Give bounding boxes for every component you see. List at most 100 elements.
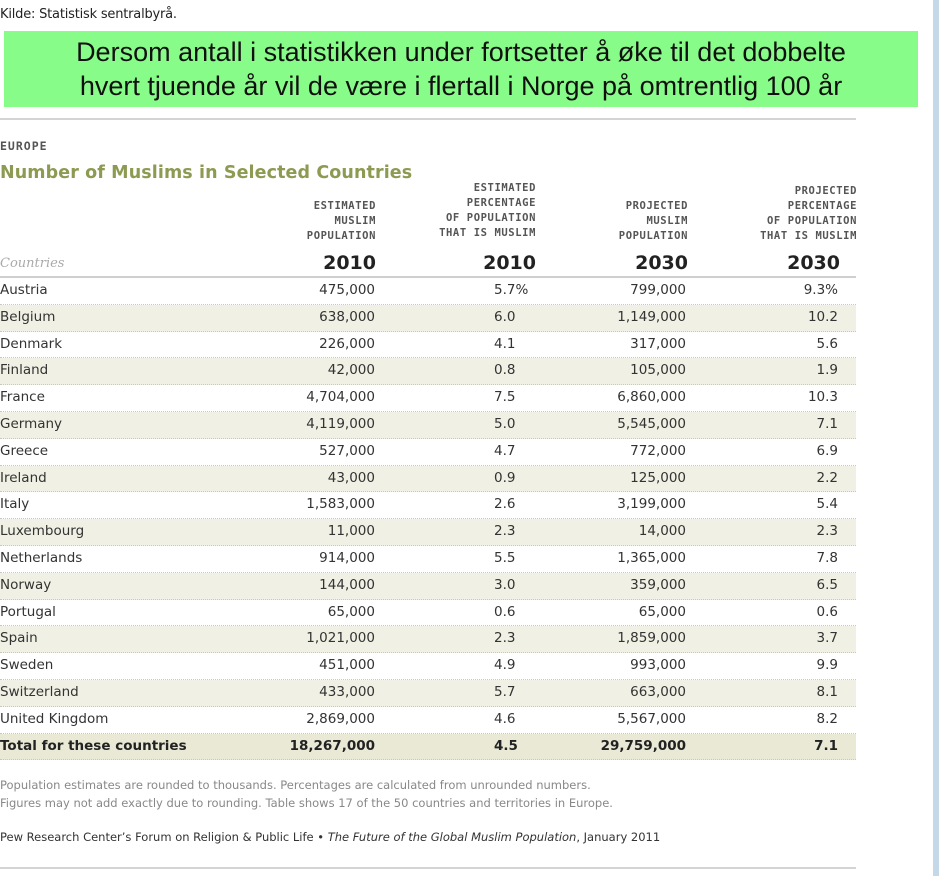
- table-row: Austria 475,000 5.7% 799,000 9.3%: [0, 278, 856, 305]
- pop-2010: 65,000: [327, 603, 375, 620]
- table-row: Italy 1,583,000 2.6 3,199,000 5.4: [0, 492, 856, 520]
- pct-2030: 6.5: [816, 576, 838, 593]
- pop-2030: 1,149,000: [617, 308, 686, 325]
- pop-2030: 772,000: [630, 442, 686, 459]
- source-credit: Pew Research Center’s Forum on Religion …: [0, 830, 660, 844]
- pop-2010: 43,000: [327, 469, 375, 486]
- pop-2030: 3,199,000: [617, 496, 686, 513]
- table-row: Switzerland 433,000 5.7 663,000 8.1: [0, 679, 856, 707]
- country-name: Austria: [0, 282, 48, 298]
- pct-2030: 8.1: [816, 683, 838, 700]
- pct-2010: 5.7%: [494, 282, 529, 298]
- country-name: Portugal: [0, 603, 56, 620]
- pct-2010: 2.3: [494, 523, 516, 540]
- pop-2030: 125,000: [630, 469, 686, 486]
- pct-2010: 5.7: [494, 683, 516, 700]
- pop-2030: 663,000: [630, 683, 686, 700]
- pop-2010: 451,000: [319, 657, 375, 674]
- table-row: Sweden 451,000 4.9 993,000 9.9: [0, 653, 856, 680]
- total-pct-2030: 7.1: [814, 737, 838, 754]
- pop-2030: 65,000: [638, 603, 686, 620]
- credit-publication: The Future of the Global Muslim Populati…: [327, 830, 577, 844]
- table-row: Belgium 638,000 6.0 1,149,000 10.2: [0, 304, 856, 332]
- pop-2010: 1,583,000: [306, 496, 375, 513]
- column-header-pop2030: PROJECTED MUSLIM POPULATION: [618, 200, 688, 242]
- year-header-pct2030: 2030: [787, 252, 840, 274]
- country-name: Italy: [0, 496, 30, 513]
- column-header-pop2010: ESTIMATED MUSLIM POPULATION: [306, 200, 376, 242]
- table-notes: Population estimates are rounded to thou…: [0, 776, 613, 812]
- pct-2010: 3.0: [494, 576, 516, 593]
- table-body: Austria 475,000 5.7% 799,000 9.3% Belgiu…: [0, 278, 856, 761]
- pop-2030: 317,000: [630, 335, 686, 352]
- table-row: Greece 527,000 4.7 772,000 6.9: [0, 439, 856, 466]
- pct-2030: 2.2: [816, 469, 838, 486]
- pop-2010: 527,000: [319, 442, 375, 459]
- pct-2030: 6.9: [816, 442, 838, 459]
- pop-2030: 799,000: [630, 282, 686, 298]
- table-title: Number of Muslims in Selected Countries: [0, 163, 413, 183]
- pop-2010: 2,869,000: [306, 710, 375, 727]
- country-name: France: [0, 389, 45, 406]
- total-pop-2010: 18,267,000: [289, 737, 375, 754]
- pct-2030: 9.9: [816, 657, 838, 674]
- pop-2030: 1,365,000: [617, 549, 686, 566]
- pop-2010: 226,000: [319, 335, 375, 352]
- pop-2010: 11,000: [327, 523, 375, 540]
- total-pct-2010: 4.5: [494, 737, 518, 754]
- column-header-pct2030: PROJECTED PERCENTAGE OF POPULATION THAT …: [760, 185, 857, 242]
- table-row: Denmark 226,000 4.1 317,000 5.6: [0, 332, 856, 359]
- pct-2030: 1.9: [816, 362, 838, 379]
- pop-2030: 5,545,000: [617, 415, 686, 432]
- pop-2030: 5,567,000: [617, 710, 686, 727]
- country-name: Germany: [0, 415, 63, 432]
- pop-2030: 1,859,000: [617, 630, 686, 647]
- pct-2030: 5.4: [816, 496, 838, 513]
- table-row: Luxembourg 11,000 2.3 14,000 2.3: [0, 519, 856, 546]
- country-name: Finland: [0, 362, 49, 379]
- pct-2010: 0.9: [494, 469, 516, 486]
- country-name: Netherlands: [0, 549, 83, 566]
- top-divider: [0, 118, 856, 120]
- country-name: Luxembourg: [0, 523, 85, 540]
- pct-2030: 5.6: [816, 335, 838, 352]
- table-row: France 4,704,000 7.5 6,860,000 10.3: [0, 385, 856, 412]
- pct-2030: 9.3%: [803, 282, 838, 298]
- pop-2030: 14,000: [638, 523, 686, 540]
- country-name: Sweden: [0, 657, 54, 674]
- credit-org: Pew Research Center’s Forum on Religion …: [0, 830, 328, 844]
- total-label: Total for these countries: [0, 737, 187, 754]
- source-line: Kilde: Statistisk sentralbyrå.: [0, 7, 177, 22]
- total-row: Total for these countries 18,267,000 4.5…: [0, 733, 856, 761]
- table-row: Netherlands 914,000 5.5 1,365,000 7.8: [0, 546, 856, 573]
- table-row: Portugal 65,000 0.6 65,000 0.6: [0, 600, 856, 627]
- year-header-pop2030: 2030: [635, 252, 688, 274]
- pct-2030: 0.6: [816, 603, 838, 620]
- country-name: United Kingdom: [0, 710, 109, 727]
- pop-2010: 914,000: [319, 549, 375, 566]
- pct-2010: 2.6: [494, 496, 516, 513]
- pct-2010: 4.6: [494, 710, 516, 727]
- right-edge-strip: [933, 0, 939, 876]
- year-header-pct2010: 2010: [483, 252, 536, 274]
- banner-line-1: Dersom antall i statistikken under forts…: [76, 37, 846, 67]
- pct-2010: 0.8: [494, 362, 516, 379]
- pct-2010: 6.0: [494, 308, 516, 325]
- pop-2010: 144,000: [319, 576, 375, 593]
- pop-2010: 4,704,000: [306, 389, 375, 406]
- pop-2030: 993,000: [630, 657, 686, 674]
- country-name: Belgium: [0, 308, 56, 325]
- country-name: Norway: [0, 576, 52, 593]
- year-header-pop2010: 2010: [323, 252, 376, 274]
- country-name: Spain: [0, 630, 38, 647]
- country-name: Switzerland: [0, 683, 79, 700]
- pct-2010: 5.5: [494, 549, 516, 566]
- pop-2010: 4,119,000: [306, 415, 375, 432]
- pct-2010: 2.3: [494, 630, 516, 647]
- pop-2030: 359,000: [630, 576, 686, 593]
- country-name: Greece: [0, 442, 49, 459]
- pct-2030: 3.7: [816, 630, 838, 647]
- pct-2030: 8.2: [816, 710, 838, 727]
- region-label: EUROPE: [0, 139, 48, 153]
- pct-2010: 0.6: [494, 603, 516, 620]
